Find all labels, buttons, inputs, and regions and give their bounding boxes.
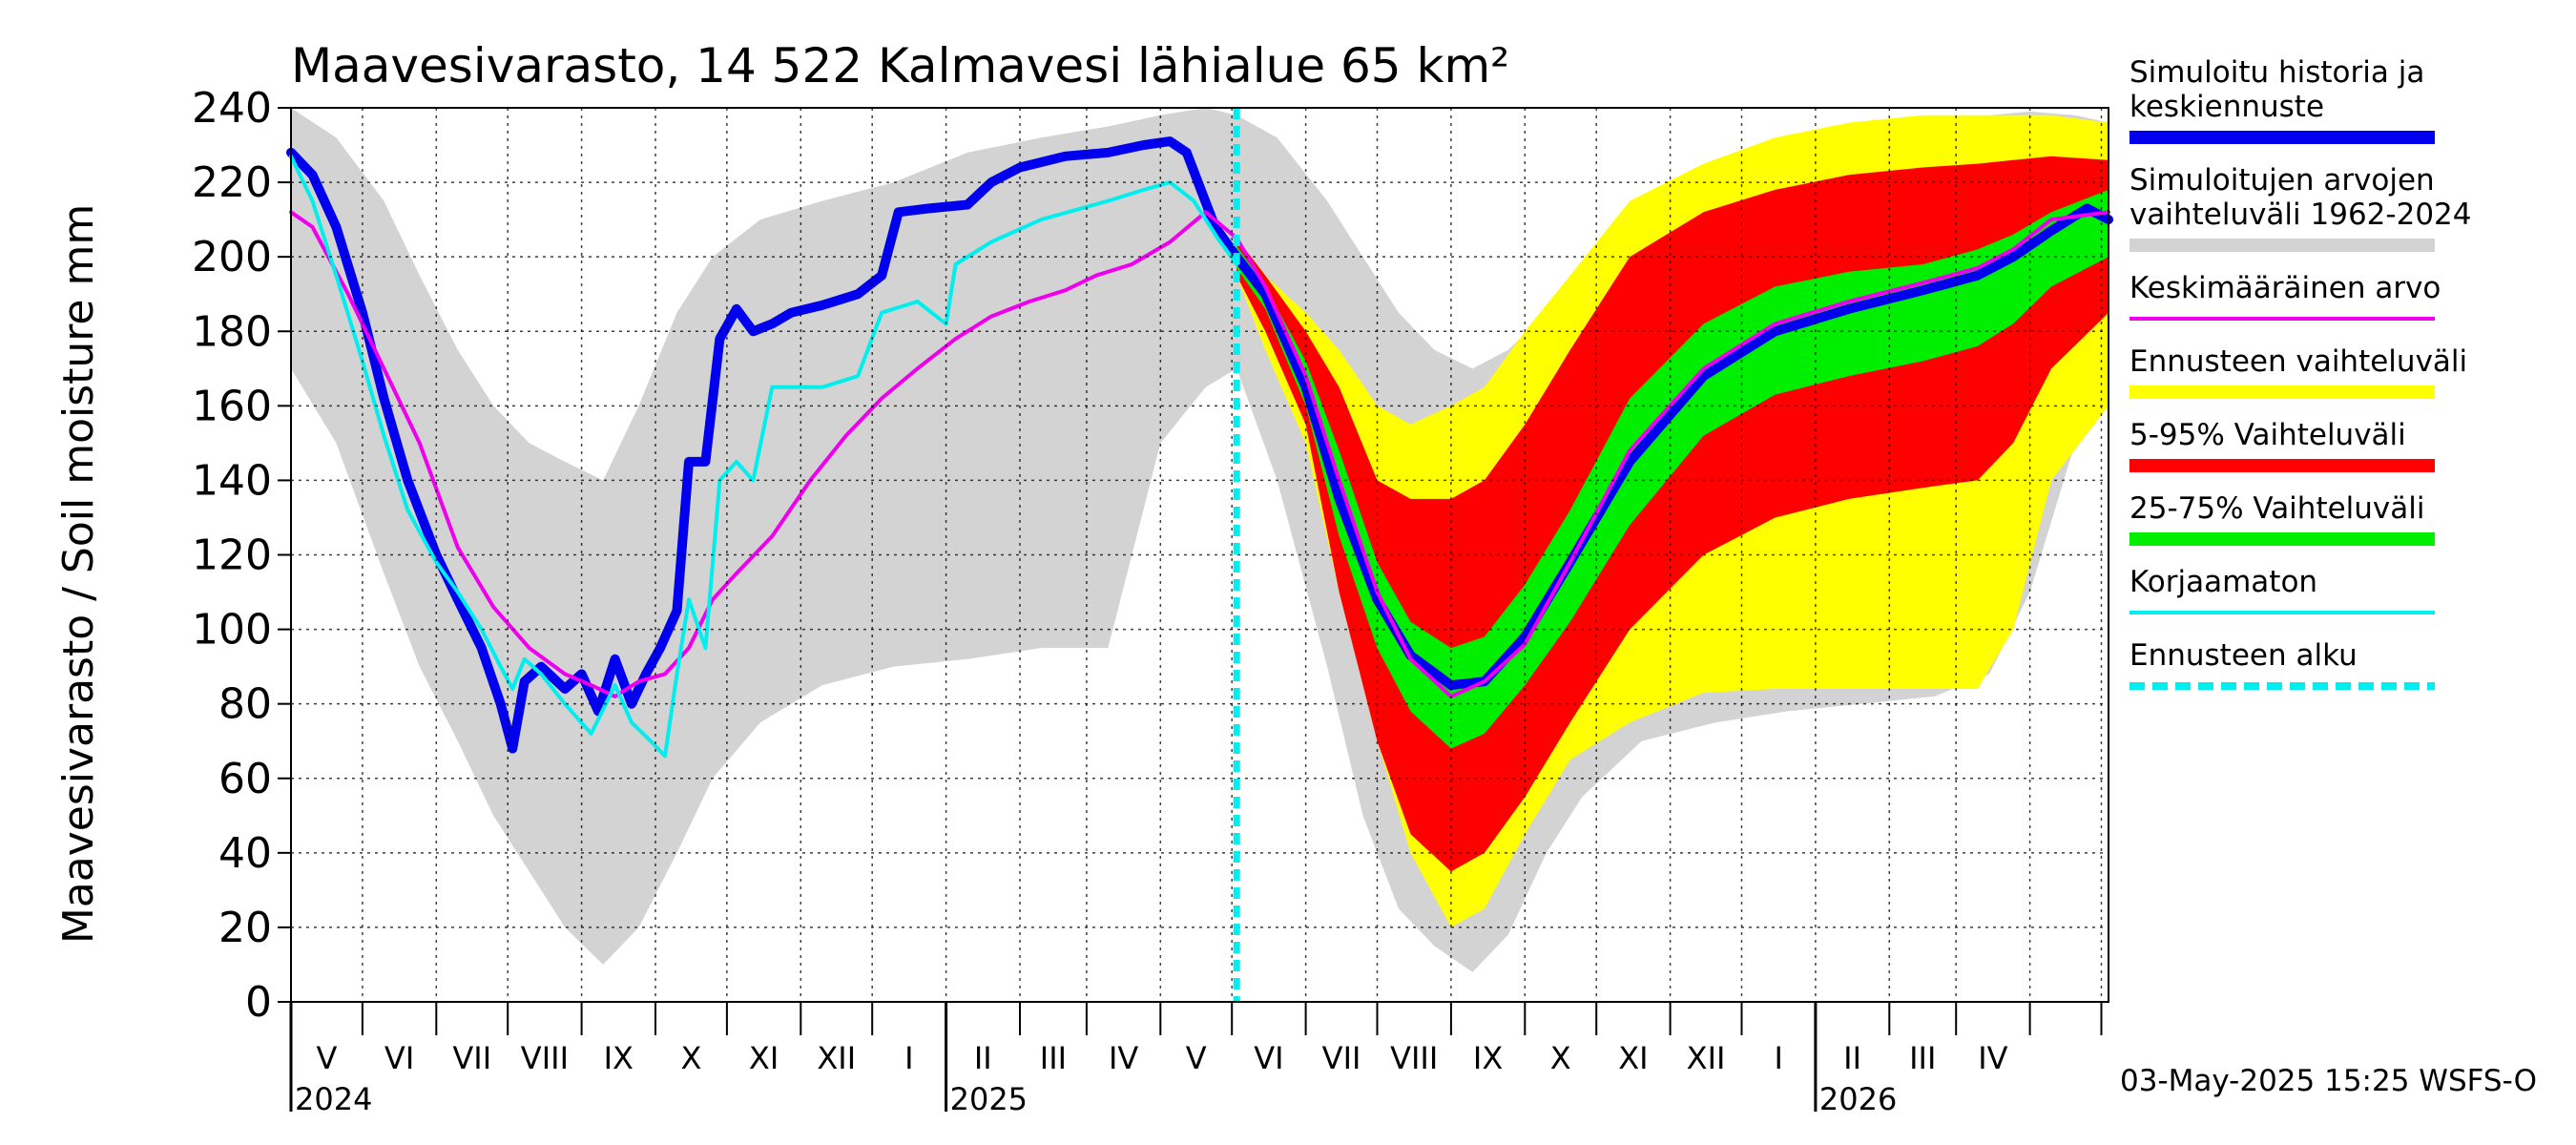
legend-swatch bbox=[2129, 459, 2435, 472]
plot-area bbox=[286, 108, 2113, 972]
year-label: 2026 bbox=[1819, 1081, 1897, 1117]
legend-swatch bbox=[2129, 131, 2435, 144]
month-label: IX bbox=[604, 1040, 634, 1076]
month-label: III bbox=[1040, 1040, 1067, 1076]
y-tick-label: 240 bbox=[192, 84, 272, 133]
y-tick-label: 60 bbox=[218, 755, 272, 803]
month-label: XII bbox=[1687, 1040, 1726, 1076]
legend-swatch bbox=[2129, 385, 2435, 399]
chart-title: Maavesivarasto, 14 522 Kalmavesi lähialu… bbox=[291, 38, 1509, 94]
legend-swatch bbox=[2129, 239, 2435, 252]
band-25-75-vaihteluv-li bbox=[1236, 189, 2109, 749]
month-label: V bbox=[317, 1040, 338, 1076]
y-tick-label: 0 bbox=[245, 978, 272, 1027]
legend-label: vaihteluväli 1962-2024 bbox=[2129, 198, 2471, 232]
y-tick-label: 40 bbox=[218, 829, 272, 878]
y-tick-label: 140 bbox=[192, 456, 272, 505]
month-label: II bbox=[1843, 1040, 1861, 1076]
legend-label: Simuloitu historia ja bbox=[2129, 55, 2424, 90]
month-label: VIII bbox=[521, 1040, 569, 1076]
month-label: V bbox=[1186, 1040, 1207, 1076]
line-keskim-r-inen-arvo bbox=[289, 210, 2110, 698]
legend-label: Korjaamaton bbox=[2129, 565, 2317, 599]
month-label: X bbox=[680, 1040, 701, 1076]
year-label: 2025 bbox=[950, 1081, 1028, 1117]
month-label: IX bbox=[1473, 1040, 1503, 1076]
legend-label: keskiennuste bbox=[2129, 90, 2324, 124]
month-label: II bbox=[974, 1040, 992, 1076]
month-label: XI bbox=[749, 1040, 779, 1076]
year-label: 2024 bbox=[295, 1081, 372, 1117]
legend-label: Ennusteen vaihteluväli bbox=[2129, 344, 2467, 379]
month-label: VII bbox=[1322, 1040, 1361, 1076]
month-label: XI bbox=[1618, 1040, 1648, 1076]
y-tick-label: 80 bbox=[218, 680, 272, 729]
y-tick-label: 180 bbox=[192, 307, 272, 356]
y-tick-label: 20 bbox=[218, 904, 272, 952]
month-label: I bbox=[904, 1040, 913, 1076]
legend-label: 5-95% Vaihteluväli bbox=[2129, 418, 2406, 452]
y-axis-label: Maavesivarasto / Soil moisture mm bbox=[54, 204, 103, 944]
month-label: VIII bbox=[1390, 1040, 1438, 1076]
month-label: I bbox=[1774, 1040, 1782, 1076]
y-tick-label: 100 bbox=[192, 606, 272, 655]
y-tick-label: 200 bbox=[192, 233, 272, 281]
legend-label: Ennusteen alku bbox=[2129, 638, 2358, 673]
line-korjaamaton bbox=[289, 154, 1239, 759]
month-label: VI bbox=[1254, 1040, 1283, 1076]
month-label: VI bbox=[384, 1040, 414, 1076]
month-label: VII bbox=[452, 1040, 491, 1076]
month-label: XII bbox=[817, 1040, 856, 1076]
month-label: IV bbox=[1109, 1040, 1138, 1076]
chart-footer: 03-May-2025 15:25 WSFS-O bbox=[2120, 1064, 2537, 1098]
y-tick-label: 120 bbox=[192, 531, 272, 580]
legend-label: Simuloitujen arvojen bbox=[2129, 163, 2435, 198]
month-label: III bbox=[1909, 1040, 1936, 1076]
legend-label: Keskimääräinen arvo bbox=[2129, 271, 2441, 305]
y-tick-label: 220 bbox=[192, 158, 272, 207]
y-tick-label: 160 bbox=[192, 382, 272, 430]
legend-label: 25-75% Vaihteluväli bbox=[2129, 491, 2425, 526]
month-label: IV bbox=[1978, 1040, 2007, 1076]
legend-swatch bbox=[2129, 532, 2435, 546]
month-label: X bbox=[1550, 1040, 1571, 1076]
